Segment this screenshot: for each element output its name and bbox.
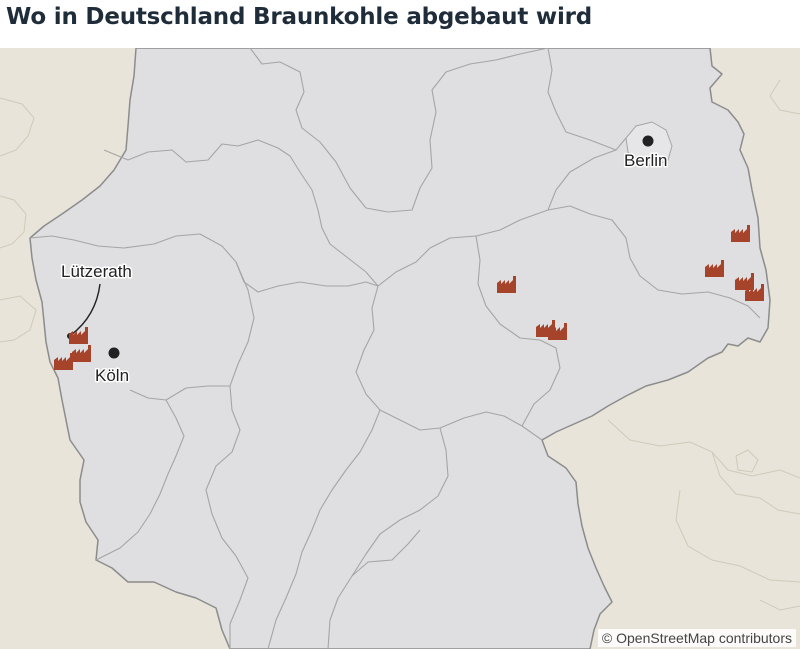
city-dot-berlin <box>642 135 654 147</box>
map-attribution: © OpenStreetMap contributors <box>597 629 796 647</box>
place-label-luetzerath: Lützerath <box>61 262 132 281</box>
map[interactable]: Berlin Köln Lützerath <box>0 48 800 649</box>
city-dot-koeln <box>108 347 120 359</box>
map-title: Wo in Deutschland Braunkohle abgebaut wi… <box>6 4 593 30</box>
city-label-berlin: Berlin <box>624 151 667 170</box>
germany-shape <box>29 48 771 649</box>
state-borders <box>29 48 761 649</box>
luetzerath-pointer-arrow <box>70 283 101 336</box>
city-label-koeln: Köln <box>95 366 129 385</box>
neighbor-borders <box>0 79 800 611</box>
